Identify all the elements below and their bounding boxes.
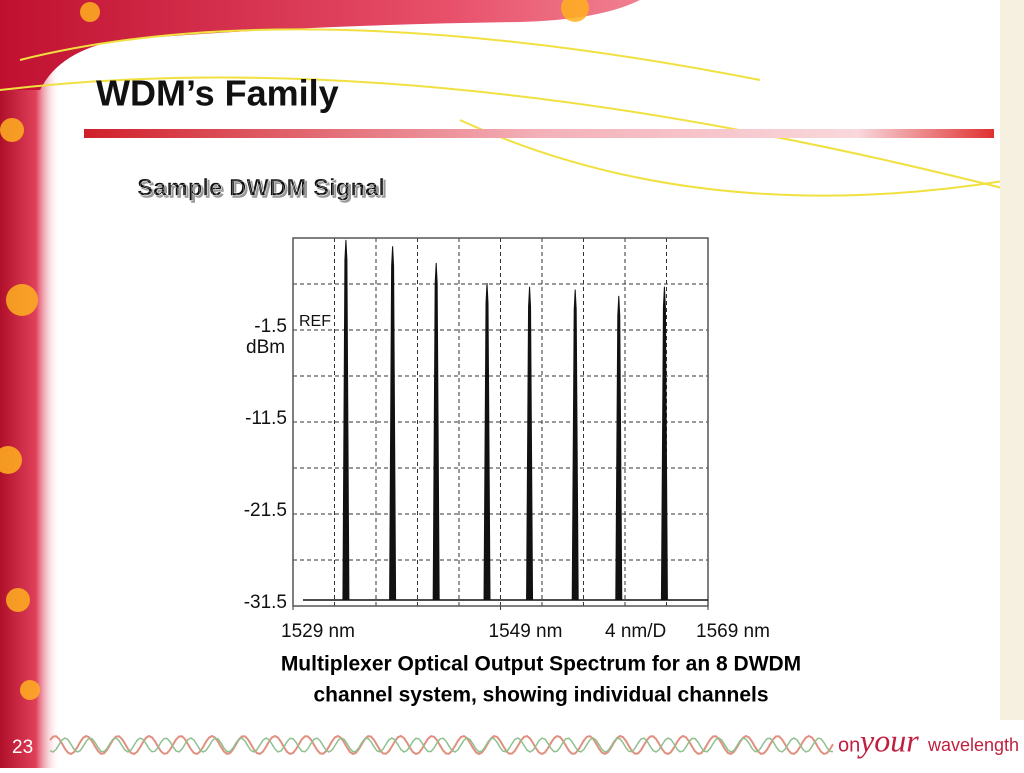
y-tick-label: -31.5 [244,592,287,613]
right-edge [1000,0,1024,720]
subtitle: Sample DWDM Signal [137,174,385,201]
channel-peak [571,289,579,601]
scale-annotation: 4 nm/D [605,621,666,642]
brand-your: your [857,722,919,758]
light-spots [0,0,589,700]
y-tick-label: -1.5 [254,316,287,337]
footer-wave [49,737,834,753]
channel-peak [432,262,440,601]
decor-curves [0,28,1011,197]
y-tick-label: -11.5 [245,408,287,429]
top-band [0,0,640,90]
title-underline [84,129,994,138]
channel-peak [342,239,350,601]
chart: dBm REF 4 nm/D -31.5 -21.5 -11.5 -1.5 1529 n… [244,235,770,642]
channel-peak [615,295,623,601]
x-tick-label: 1569 nm [696,621,770,642]
y-unit: dBm [246,337,285,358]
caption: Multiplexer Optical Output Spectrum for … [281,653,801,676]
channel-peak [660,286,668,601]
title: WDM’s Family [96,73,339,114]
caption: channel system, showing individual chann… [313,684,768,707]
page-number: 23 [12,737,33,758]
y-tick-label: -21.5 [244,500,287,521]
x-tick-label: 1549 nm [489,621,563,642]
channel-peak [483,283,491,601]
brand-wavelength: wavelength [927,735,1019,755]
channel-peak [526,286,534,601]
x-tick-label: 1529 nm [281,621,355,642]
footer-wave [49,734,834,756]
side-band [0,0,60,768]
plot-frame [292,237,709,607]
channel-peak [389,246,397,601]
brand-on: on [838,734,860,756]
ref-annotation: REF [299,313,331,330]
